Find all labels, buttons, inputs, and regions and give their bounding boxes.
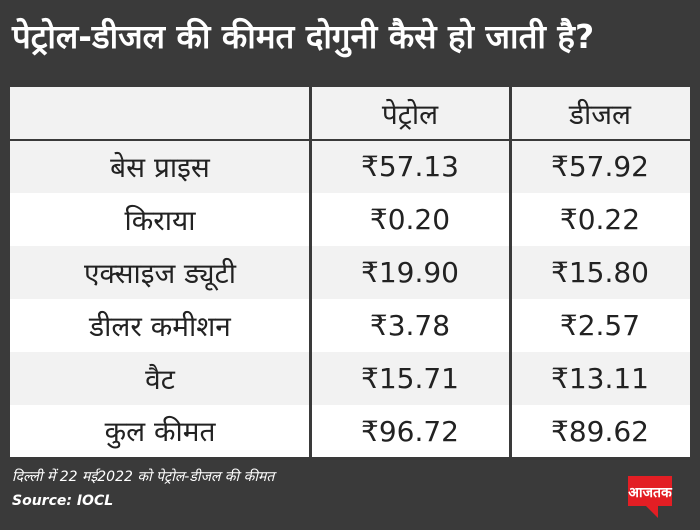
row-label: वैट [145, 362, 175, 396]
page-title: पेट्रोल-डीजल की कीमत दोगुनी कैसे हो जाती… [12, 17, 595, 56]
table-row: किराया ₹0.20 ₹0.22 [10, 193, 690, 246]
diesel-value: ₹0.22 [559, 203, 641, 236]
petrol-value: ₹57.13 [361, 150, 459, 183]
row-label: डीलर कमीशन [89, 309, 231, 343]
diesel-value: ₹13.11 [551, 362, 649, 395]
petrol-value: ₹19.90 [361, 256, 459, 289]
row-label: कुल कीमत [104, 415, 216, 448]
row-label: एक्साइज ड्यूटी [84, 256, 236, 290]
header-divider [10, 139, 690, 141]
column-divider [509, 87, 512, 457]
petrol-value: ₹15.71 [361, 362, 459, 395]
source-label: Source: IOCL [12, 493, 114, 509]
header-empty [10, 87, 310, 140]
table-row: बेस प्राइस ₹57.13 ₹57.92 [10, 140, 690, 193]
header-diesel: डीजल [569, 97, 631, 131]
row-label: किराया [124, 203, 196, 237]
logo-text: आजतक [628, 485, 673, 501]
petrol-value: ₹96.72 [361, 414, 459, 448]
table-row: डीलर कमीशन ₹3.78 ₹2.57 [10, 299, 690, 352]
table-row: एक्साइज ड्यूटी ₹19.90 ₹15.80 [10, 246, 690, 299]
row-label: बेस प्राइस [110, 150, 210, 184]
diesel-value: ₹2.57 [559, 309, 641, 342]
diesel-value: ₹57.92 [551, 150, 649, 183]
diesel-value: ₹89.62 [551, 414, 649, 448]
aajtak-logo: आजतक [628, 476, 673, 518]
header-petrol: पेट्रोल [381, 97, 439, 131]
petrol-value: ₹3.78 [369, 309, 451, 342]
table-row-total: कुल कीमत ₹96.72 ₹89.62 [10, 405, 690, 457]
footnote: दिल्ली में 22 मई2022 को पेट्रोल-डीजल की … [12, 469, 275, 485]
price-table: पेट्रोल डीजल बेस प्राइस ₹57.13 ₹57.92 कि… [10, 87, 690, 457]
table-row: वैट ₹15.71 ₹13.11 [10, 352, 690, 405]
column-divider [309, 87, 312, 457]
logo-shape [628, 476, 672, 518]
table-header-row: पेट्रोल डीजल [10, 87, 690, 140]
petrol-value: ₹0.20 [369, 203, 451, 236]
diesel-value: ₹15.80 [551, 256, 649, 289]
